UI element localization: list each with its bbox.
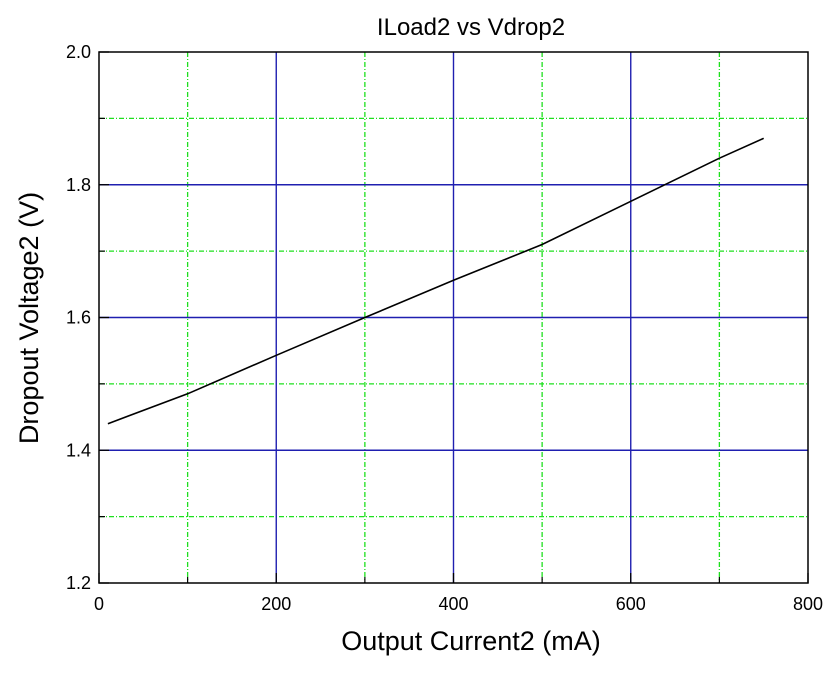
y-axis-label: Dropout Voltage2 (V) [14,192,44,444]
series-line [107,137,765,425]
x-tick-label: 0 [94,594,104,614]
series-layer [107,137,765,425]
x-tick-label: 200 [261,594,291,614]
y-tick-label: 1.8 [66,175,91,195]
y-tick-label: 1.6 [66,308,91,328]
y-tick-label: 2.0 [66,42,91,62]
chart-title: ILoad2 vs Vdrop2 [377,14,565,41]
x-tick-label: 800 [793,594,823,614]
grid [99,52,808,583]
y-tick-label: 1.4 [66,440,91,460]
y-tick-label: 1.2 [66,573,91,593]
x-tick-label: 400 [438,594,468,614]
x-tick-label: 600 [616,594,646,614]
x-axis-label: Output Current2 (mA) [341,626,601,656]
ticks: 0 200 400 600 800 1.2 1.4 1.6 1.8 2.0 [66,42,823,614]
